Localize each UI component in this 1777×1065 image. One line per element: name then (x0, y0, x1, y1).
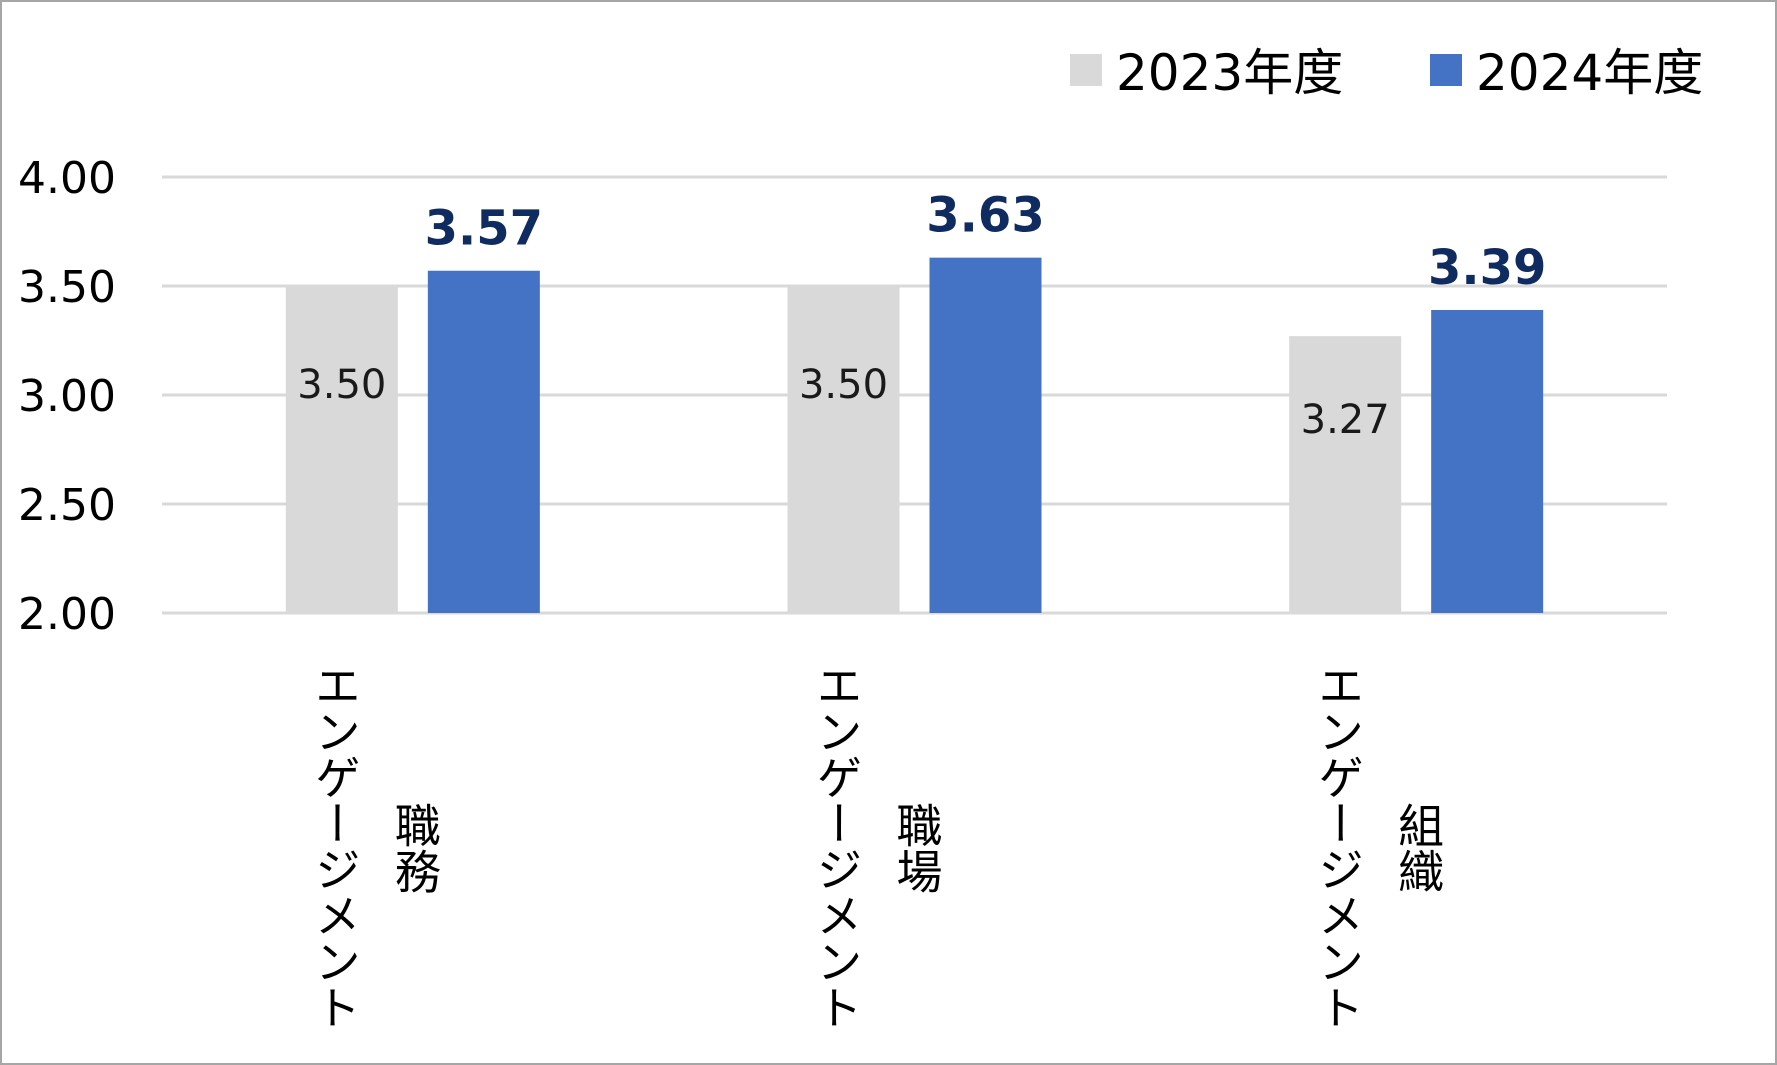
bar-2024年度-2 (1431, 309, 1544, 613)
bar-2024年度-1 (929, 257, 1042, 613)
category-label-main: エンゲージメント (308, 662, 362, 1030)
category-label-sub: 職場 (890, 802, 944, 894)
data-labels: 3.50 3.57 3.50 3.63 3.27 3.39 (297, 188, 1546, 444)
legend: 2023年度 2024年度 (1070, 44, 1703, 102)
category-labels: エンゲージメント 職務 エンゲージメント 職場 エンゲージメント 組織 (308, 662, 1445, 1030)
data-label: 3.57 (425, 201, 543, 257)
y-tick-label: 2.50 (18, 480, 116, 531)
category-label-main: エンゲージメント (810, 662, 864, 1030)
y-tick-label: 2.00 (18, 589, 116, 640)
bar-2024年度-0 (427, 270, 540, 613)
category-label-sub: 組織 (1391, 802, 1445, 894)
legend-swatch (1070, 54, 1102, 86)
y-tick-label: 3.50 (18, 262, 116, 313)
y-axis-ticks: 4.00 3.50 3.00 2.50 2.00 (18, 153, 116, 640)
category-label-sub: 職務 (388, 802, 442, 894)
legend-label: 2024年度 (1476, 44, 1703, 102)
bars (285, 257, 1544, 613)
data-label: 3.50 (297, 362, 386, 408)
legend-swatch (1430, 54, 1462, 86)
bar-2023年度-1 (787, 286, 900, 613)
data-label: 3.63 (926, 188, 1044, 244)
bar-2023年度-0 (285, 286, 398, 613)
data-label: 3.27 (1301, 397, 1390, 443)
y-tick-label: 4.00 (18, 153, 116, 204)
data-label: 3.39 (1428, 240, 1546, 296)
legend-label: 2023年度 (1116, 44, 1343, 102)
data-label: 3.50 (799, 362, 888, 408)
category-label-main: エンゲージメント (1311, 662, 1365, 1030)
y-tick-label: 3.00 (18, 371, 116, 422)
bar-2023年度-2 (1289, 336, 1402, 613)
gridlines (162, 175, 1667, 615)
